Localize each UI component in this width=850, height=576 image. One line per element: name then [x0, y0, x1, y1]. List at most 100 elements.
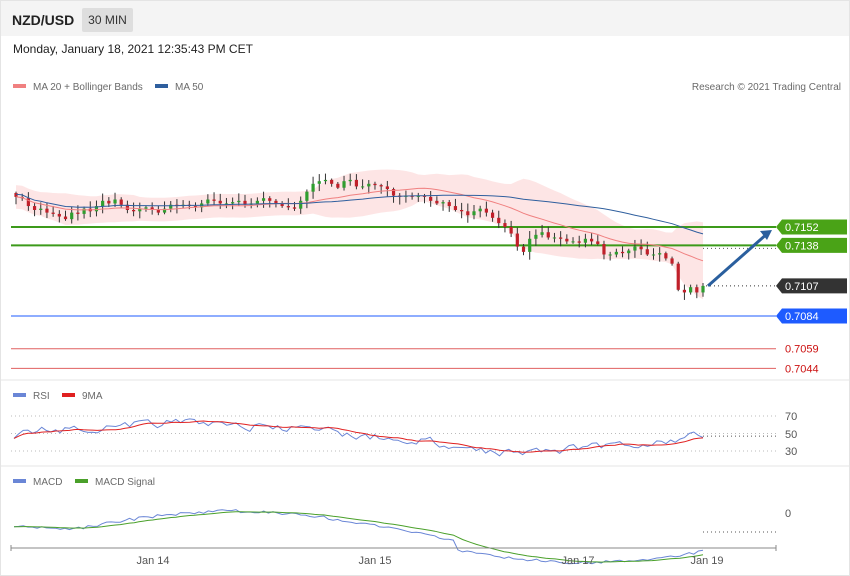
macd-line	[13, 509, 704, 565]
price-level-labels: 0.7152 0.7138 0.7107 0.7084 0.7059 0.7044	[776, 219, 847, 375]
candle-body	[299, 200, 303, 209]
candle-body	[571, 241, 575, 243]
candle-body	[373, 183, 377, 186]
rsi-tick-50: 50	[785, 429, 797, 441]
candle-body	[261, 198, 266, 201]
macd-legend-swatch	[13, 479, 26, 483]
rsi-legend-swatch	[13, 393, 26, 397]
price-level-label: 0.7044	[785, 363, 819, 375]
price-level-tag	[776, 278, 847, 294]
candle-body	[385, 186, 389, 190]
candle-body	[670, 258, 674, 264]
candle-body	[460, 209, 464, 212]
candle-body	[614, 251, 618, 255]
candle-body	[317, 181, 321, 184]
macd-signal-legend-label: MACD Signal	[95, 477, 155, 488]
candle-body	[286, 206, 290, 208]
candle-body	[596, 241, 600, 245]
candle-body	[602, 244, 606, 255]
rsi-ma-legend-label: 9MA	[82, 391, 103, 402]
ma50-line	[15, 193, 704, 235]
price-level-label: 0.7138	[785, 240, 819, 252]
candle-body	[76, 212, 80, 214]
rsi-panel	[11, 415, 776, 457]
candle-body	[472, 211, 476, 216]
candle-body	[144, 207, 148, 209]
price-level-label: 0.7084	[785, 311, 819, 323]
candle-body	[113, 199, 117, 204]
candle-body	[639, 246, 643, 250]
candle-body	[119, 199, 123, 205]
candle-body	[82, 208, 86, 214]
timeframe-button[interactable]: 30 MIN	[82, 8, 133, 32]
candle-body	[664, 253, 668, 259]
candle-body	[540, 232, 544, 235]
forecast-arrow	[707, 230, 772, 288]
bollinger-band-area	[16, 169, 703, 300]
candle-body	[237, 200, 241, 203]
rsi-ma-line	[13, 420, 704, 453]
candle-body	[348, 179, 352, 182]
candle-body	[131, 209, 136, 212]
candle-body	[39, 208, 43, 210]
datetime-label: Monday, January 18, 2021 12:35:43 PM CET	[13, 42, 253, 56]
candle-body	[701, 285, 705, 293]
candle-body	[379, 185, 383, 187]
copyright-label: Research © 2021 Trading Central	[692, 82, 841, 93]
candle-body	[416, 195, 420, 197]
candle-body	[169, 204, 173, 209]
macd-legend-label: MACD	[33, 477, 62, 488]
candle-body	[509, 227, 513, 234]
candle-body	[503, 223, 507, 227]
candle-body	[515, 233, 519, 247]
candle-body	[552, 237, 557, 239]
candle-body	[633, 246, 637, 251]
candle-body	[577, 241, 581, 243]
candle-body	[336, 183, 340, 188]
candle-body	[484, 208, 488, 213]
ma50-legend-swatch	[155, 84, 168, 88]
candle-body	[435, 200, 439, 204]
candle-body	[490, 212, 495, 218]
candles	[14, 173, 705, 300]
symbol-label: NZD/USD	[12, 12, 75, 28]
candle-body	[466, 211, 470, 216]
candle-body	[360, 186, 365, 188]
candle-body	[150, 207, 154, 210]
candle-body	[583, 238, 588, 243]
candle-body	[243, 200, 247, 205]
x-tick-label: Jan 14	[136, 555, 169, 567]
candle-body	[268, 198, 272, 201]
candle-body	[658, 253, 662, 255]
rsi-line	[13, 418, 704, 457]
candle-body	[620, 251, 625, 254]
candle-body	[453, 206, 458, 210]
candle-body	[51, 212, 55, 214]
candle-body	[676, 263, 680, 290]
candle-body	[292, 207, 297, 209]
candle-body	[651, 254, 656, 256]
moving-averages	[15, 187, 776, 262]
candle-body	[311, 183, 315, 192]
candle-body	[323, 179, 328, 182]
x-tick-label: Jan 15	[358, 555, 391, 567]
price-level-label: 0.7059	[785, 344, 819, 356]
candle-body	[354, 179, 359, 187]
rsi-tick-30: 30	[785, 446, 797, 458]
rsi-tick-70: 70	[785, 411, 797, 423]
candle-body	[26, 198, 30, 207]
candle-body	[682, 289, 687, 293]
candle-body	[546, 232, 550, 238]
rsi-legend-label: RSI	[33, 391, 50, 402]
price-level-label: 0.7152	[785, 222, 819, 234]
candle-body	[391, 189, 396, 196]
candle-body	[70, 212, 74, 220]
candle-body	[107, 200, 111, 204]
candle-body	[231, 202, 235, 204]
ma20-line	[15, 187, 704, 262]
candle-body	[528, 238, 532, 252]
candle-body	[645, 249, 649, 255]
candle-body	[695, 287, 699, 293]
price-level-label: 0.7107	[785, 281, 819, 293]
